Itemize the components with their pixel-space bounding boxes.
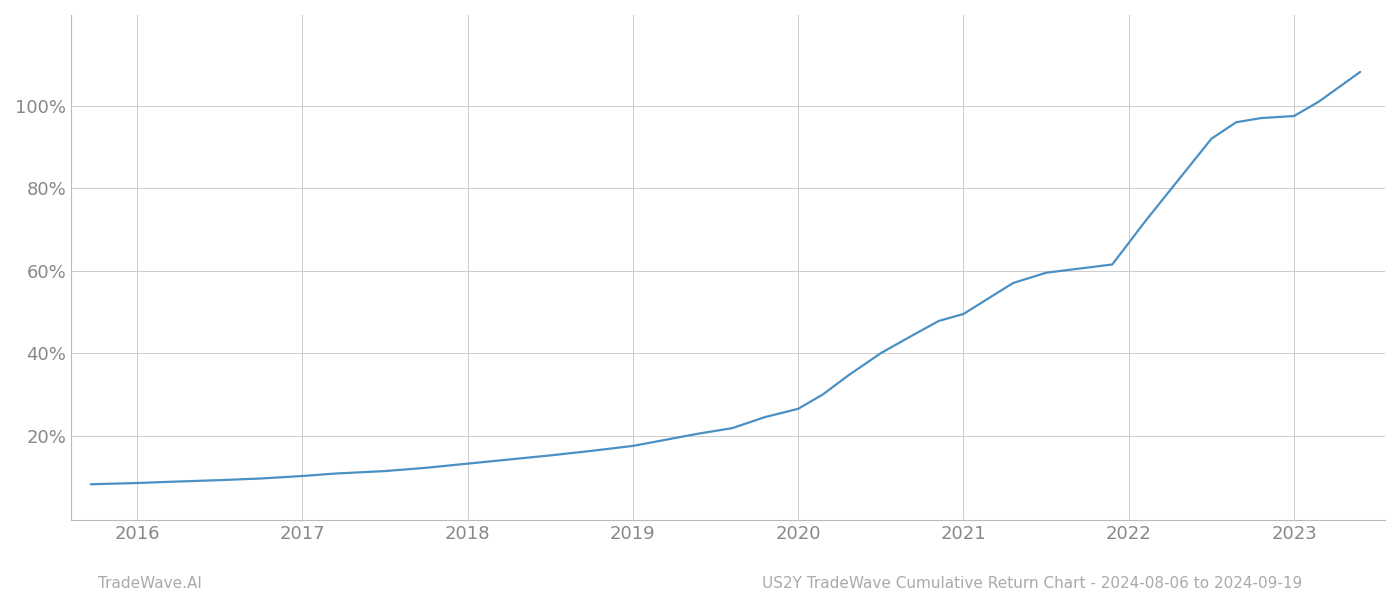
Text: US2Y TradeWave Cumulative Return Chart - 2024-08-06 to 2024-09-19: US2Y TradeWave Cumulative Return Chart -…: [762, 576, 1302, 591]
Text: TradeWave.AI: TradeWave.AI: [98, 576, 202, 591]
